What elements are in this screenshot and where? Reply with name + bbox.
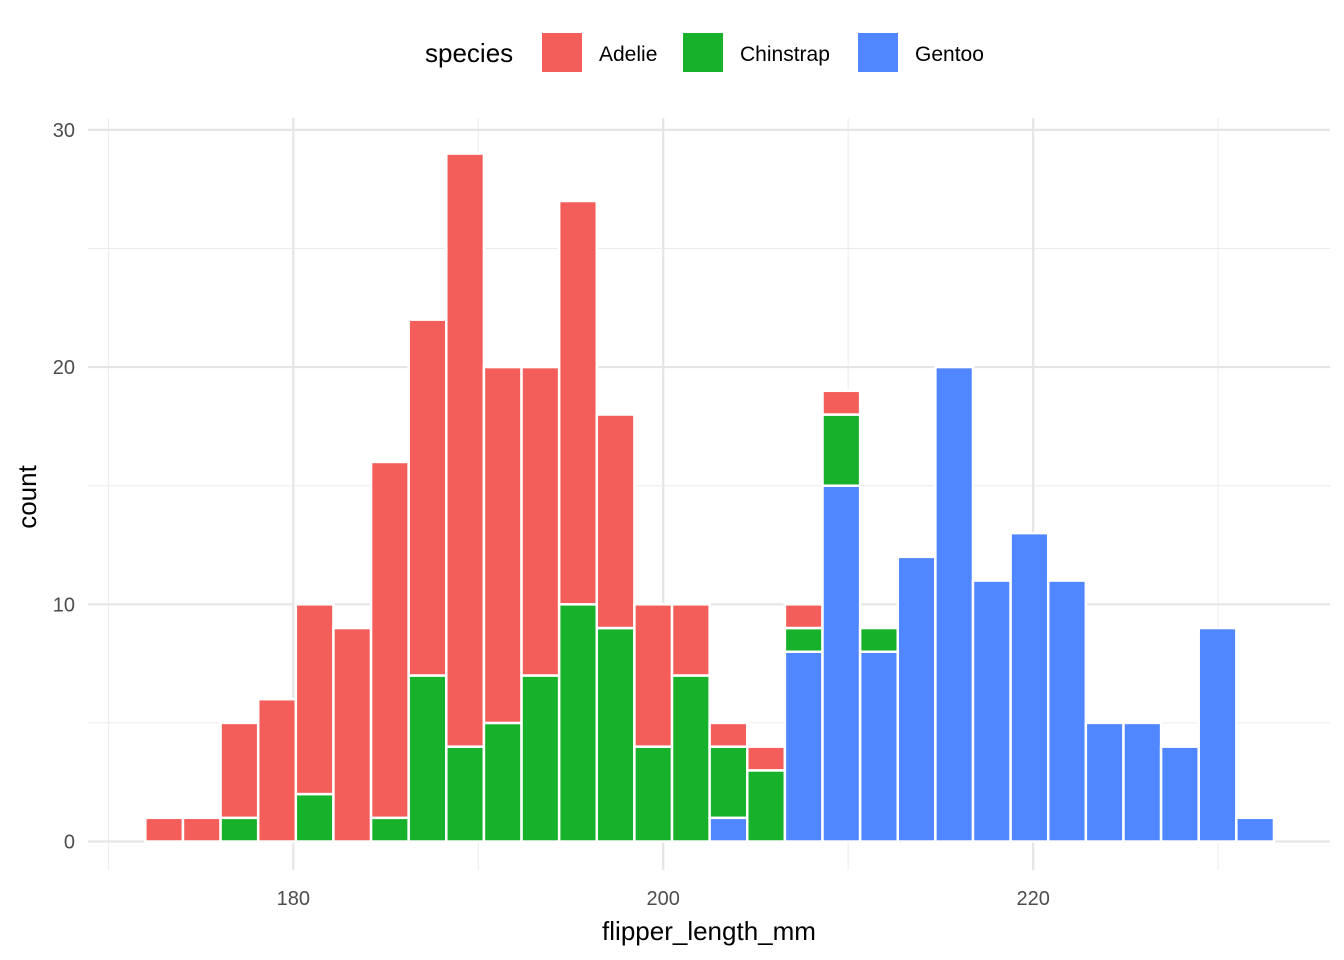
bar-chinstrap — [708, 745, 749, 820]
y-tick-label: 10 — [53, 594, 75, 616]
bar-chinstrap — [407, 674, 448, 843]
legend-key-chinstrap — [683, 33, 723, 72]
bar-chinstrap — [445, 745, 486, 843]
bar-chinstrap — [219, 816, 260, 843]
bar-adelie — [294, 603, 335, 796]
legend-key-adelie — [542, 33, 582, 72]
bar-gentoo — [708, 816, 749, 843]
bar-chinstrap — [595, 626, 636, 843]
y-tick-label: 30 — [53, 120, 75, 142]
legend-key-gentoo — [858, 33, 898, 72]
bar-gentoo — [896, 555, 937, 843]
bar-gentoo — [1197, 626, 1238, 843]
bar-chinstrap — [369, 816, 410, 843]
legend: species Adelie Chinstrap Gentoo — [425, 33, 984, 72]
bar-chinstrap — [821, 413, 862, 487]
bar-gentoo — [858, 650, 900, 843]
bar-gentoo — [1046, 579, 1088, 843]
legend-title: species — [425, 38, 513, 68]
x-tick-label: 220 — [1016, 888, 1049, 910]
bar-adelie — [482, 365, 523, 725]
bar-adelie — [520, 365, 561, 677]
x-axis-label: flipper_length_mm — [602, 916, 816, 946]
bar-gentoo — [971, 579, 1012, 843]
x-tick-label: 200 — [647, 888, 680, 910]
bar-chinstrap — [482, 721, 523, 843]
bar-gentoo — [783, 650, 824, 843]
bar-adelie — [256, 697, 298, 843]
bar-adelie — [783, 603, 824, 630]
bar-chinstrap — [520, 674, 561, 843]
bar-gentoo — [1009, 531, 1050, 843]
legend-label-gentoo: Gentoo — [915, 43, 984, 66]
bar-adelie — [144, 816, 185, 843]
bar-chinstrap — [557, 603, 599, 843]
bar-adelie — [219, 721, 260, 820]
bar-adelie — [557, 199, 599, 606]
bar-adelie — [369, 460, 410, 820]
bar-chinstrap — [294, 792, 335, 843]
bar-chinstrap — [858, 626, 900, 654]
bar-adelie — [445, 152, 486, 748]
bar-gentoo — [1084, 721, 1125, 843]
x-tick-label: 180 — [277, 888, 310, 910]
bar-chinstrap — [783, 626, 824, 654]
bar-adelie — [670, 603, 711, 677]
bar-chinstrap — [633, 745, 674, 843]
bar-gentoo — [821, 484, 862, 843]
bar-gentoo — [1159, 745, 1200, 843]
bar-gentoo — [1122, 721, 1163, 843]
bar-adelie — [746, 745, 787, 772]
bar-adelie — [181, 816, 222, 843]
bar-chinstrap — [746, 769, 787, 843]
y-axis-label: count — [12, 464, 42, 528]
y-tick-label: 20 — [53, 357, 75, 379]
bar-chinstrap — [670, 674, 711, 843]
bar-adelie — [595, 413, 636, 630]
bar-adelie — [633, 603, 674, 748]
bar-adelie — [708, 721, 749, 748]
bar-gentoo — [934, 365, 975, 843]
y-tick-label: 0 — [64, 832, 75, 854]
bar-adelie — [332, 626, 373, 843]
legend-label-adelie: Adelie — [599, 43, 657, 66]
bar-adelie — [407, 318, 448, 677]
bar-gentoo — [1235, 816, 1276, 843]
bar-adelie — [821, 389, 862, 416]
legend-label-chinstrap: Chinstrap — [740, 43, 830, 66]
